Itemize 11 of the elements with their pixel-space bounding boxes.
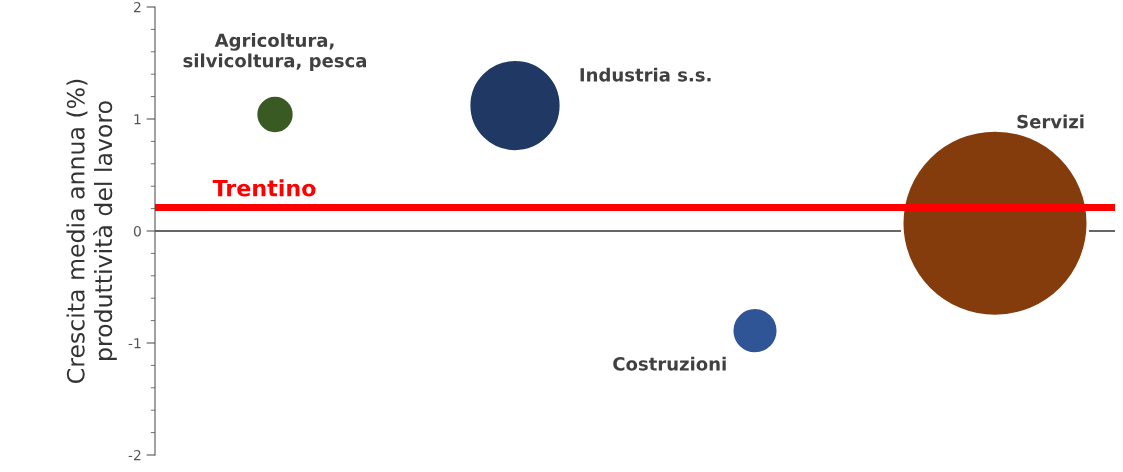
- y-tick-label: 2: [133, 1, 141, 13]
- y-tick-label: -1: [128, 338, 141, 349]
- series-label: Servizi: [1017, 114, 1084, 129]
- series-label: Costruzioni: [613, 356, 726, 371]
- y-tick-label: -2: [128, 449, 141, 461]
- y-axis-title: Crescita media annua (%) produttività del lavoro: [66, 79, 117, 383]
- text: Agricoltura, silvicoltura, pesca: [183, 33, 367, 71]
- series-label: Industria s.s.: [580, 67, 711, 82]
- ref-line-label: Trentino: [212, 179, 316, 197]
- y-tick-label: 1: [134, 114, 141, 125]
- y-tick-label: 0: [133, 225, 141, 237]
